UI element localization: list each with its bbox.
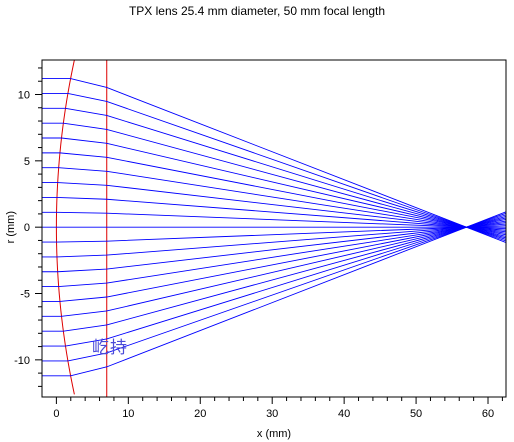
ray-path <box>42 225 507 243</box>
ray-path <box>42 223 507 258</box>
x-tick-label: 60 <box>482 408 494 420</box>
ray-path <box>42 167 507 234</box>
y-tick-label: 0 <box>24 222 30 234</box>
ray-path <box>42 107 507 240</box>
y-tick-label: 5 <box>24 156 30 168</box>
x-tick-label: 10 <box>122 408 134 420</box>
x-tick-label: 40 <box>338 408 350 420</box>
rays-layer <box>42 78 507 377</box>
x-tick-label: 50 <box>410 408 422 420</box>
ray-path <box>42 212 507 362</box>
y-tick-label: -5 <box>20 289 30 301</box>
x-axis-ticks: 0 10 20 30 40 50 60 <box>53 397 503 420</box>
x-tick-label: 20 <box>194 408 206 420</box>
watermark: 屹持 <box>92 338 128 358</box>
ray-path <box>42 197 507 231</box>
ray-path <box>42 217 507 317</box>
x-axis-label: x (mm) <box>257 428 291 440</box>
y-tick-label: 10 <box>18 89 30 101</box>
ray-path <box>42 152 507 236</box>
x-tick-label: 0 <box>53 408 59 420</box>
y-axis-label: r (mm) <box>5 211 17 243</box>
y-axis-ticks: -10 -5 0 5 10 <box>14 67 42 387</box>
plot-frame <box>41 59 507 398</box>
y-tick-label: -10 <box>14 355 30 367</box>
ray-path <box>42 78 507 243</box>
ray-path <box>42 182 507 233</box>
ray-path <box>42 222 507 273</box>
ray-path <box>42 211 507 230</box>
ray-path <box>42 92 507 242</box>
ray-path <box>42 211 507 377</box>
chart-title: TPX lens 25.4 mm diameter, 50 mm focal l… <box>128 4 386 18</box>
ray-path <box>42 219 507 302</box>
ray-path <box>42 122 507 239</box>
ray-path <box>42 215 507 332</box>
x-tick-label: 30 <box>266 408 278 420</box>
ray-path <box>42 137 507 237</box>
ray-path <box>42 214 507 347</box>
ray-path <box>42 220 507 288</box>
